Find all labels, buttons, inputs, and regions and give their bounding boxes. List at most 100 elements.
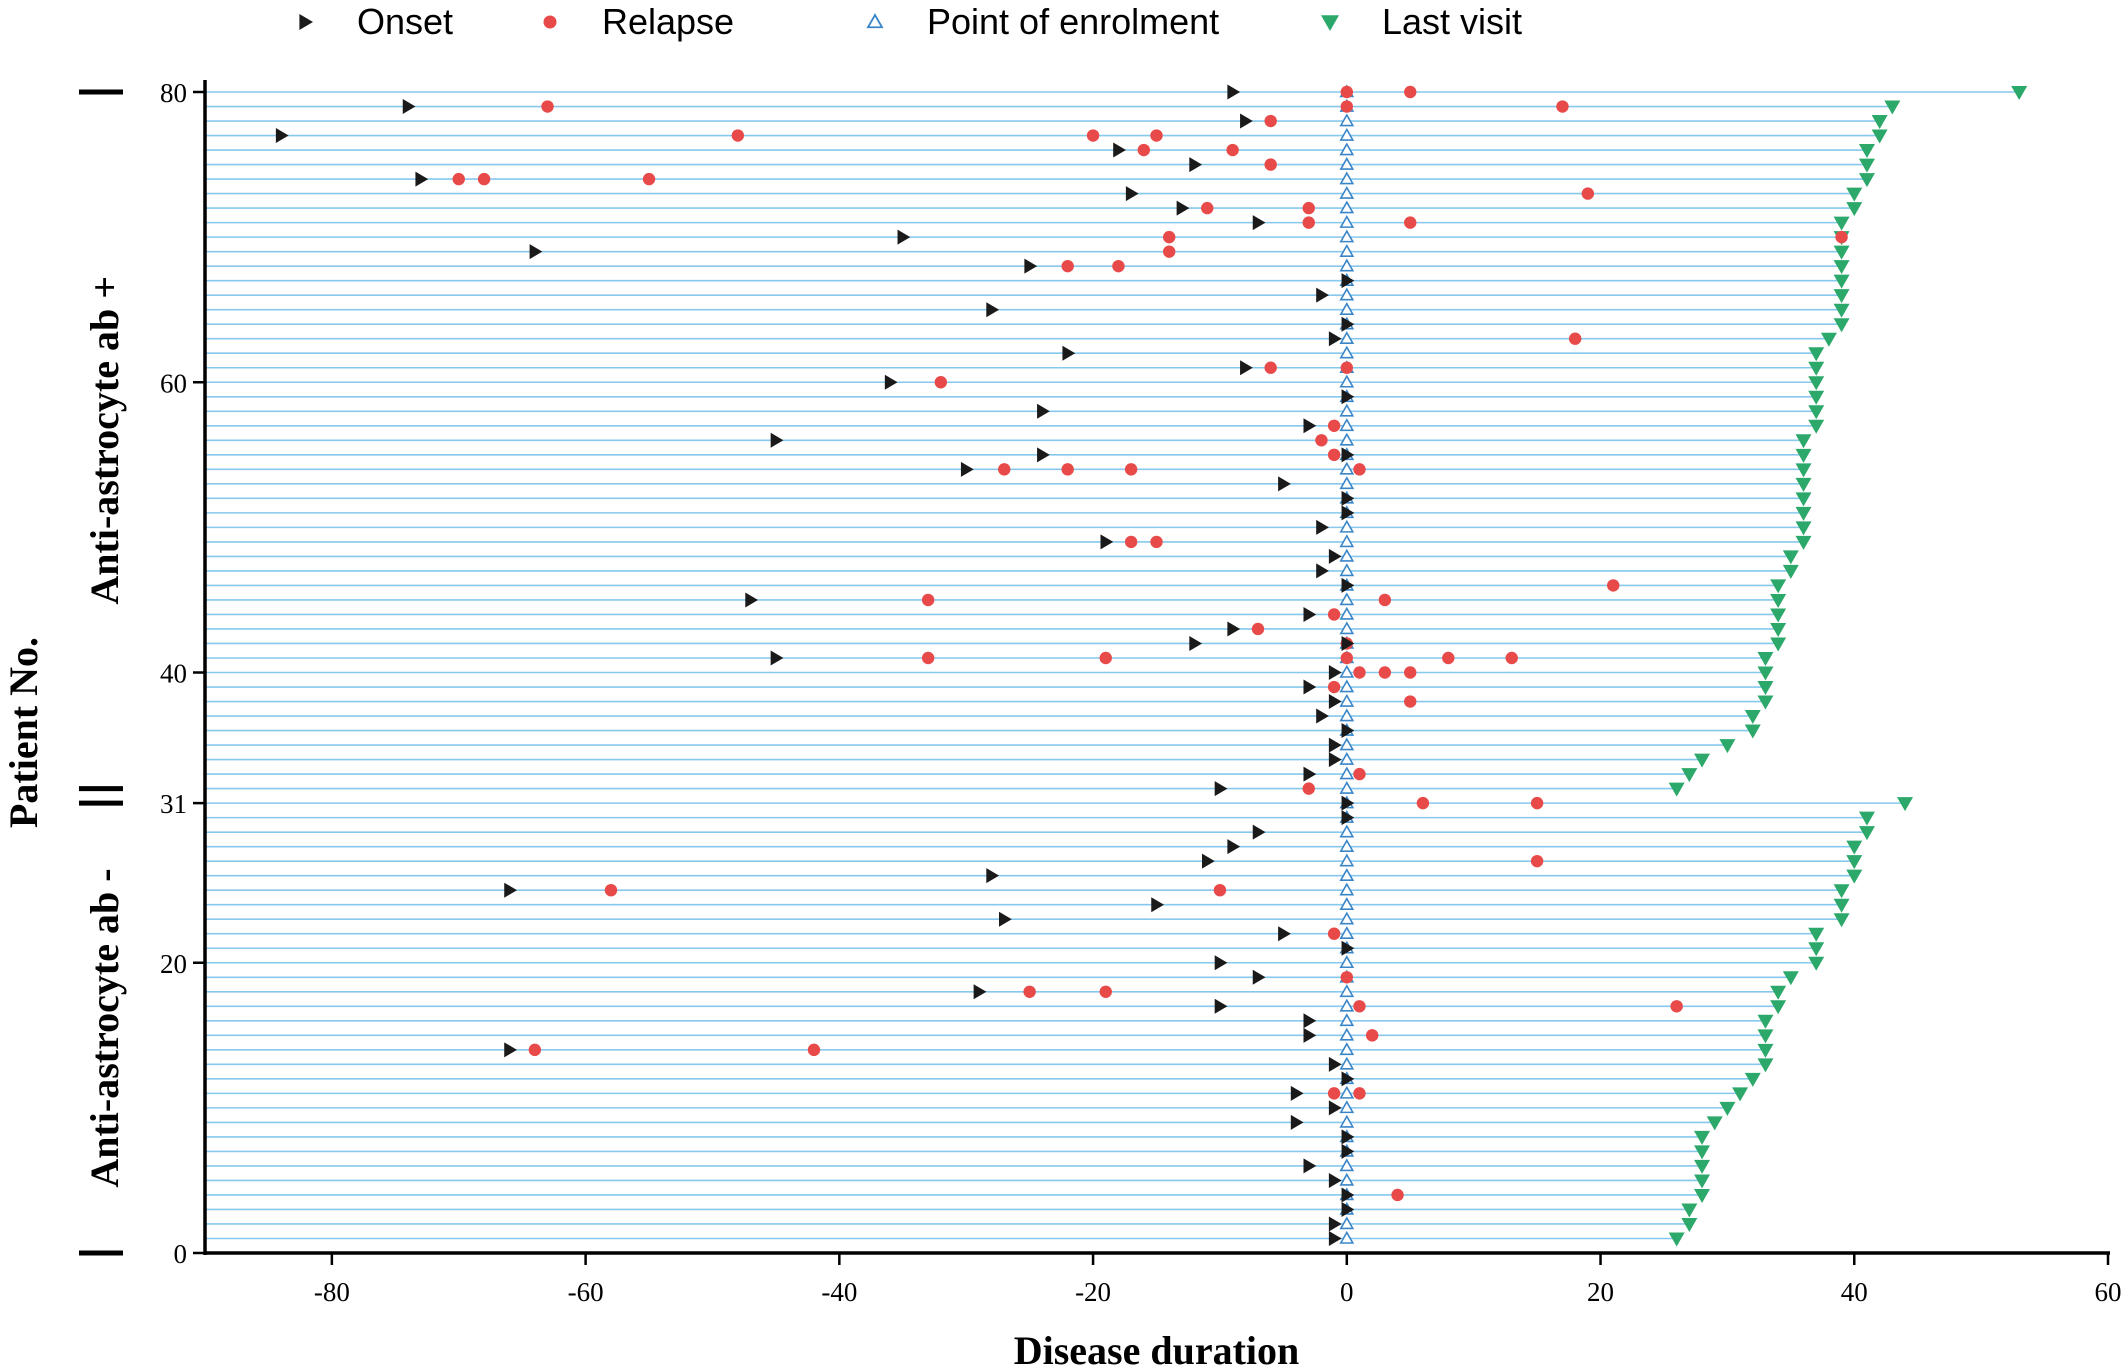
last-visit-point [1833,245,1850,260]
relapse-point [1315,434,1328,447]
onset-point [275,128,289,144]
relapse-point [1378,666,1392,679]
onset-point [1341,810,1355,826]
onset-point [1252,969,1266,985]
relapse-point [921,593,935,607]
onset-point [1341,723,1355,739]
onset-point [1328,694,1342,710]
relapse-point [1327,608,1341,621]
group-label-positive: Anti-astrocyte ab + [82,276,127,605]
enrolment-point [1339,606,1355,620]
onset-point [1328,1056,1342,1072]
last-visit-point [1757,651,1774,666]
relapse-point [731,129,745,142]
relapse-point [1124,535,1138,549]
legend-onset-marker [299,14,313,30]
last-visit-point [1833,260,1850,275]
last-visit-point [1757,1014,1774,1029]
onset-point [1328,665,1342,680]
onset-point [1100,534,1114,550]
relapse-point [1327,680,1341,694]
last-visit-point [1795,535,1812,550]
relapse-point [1568,332,1582,345]
enrolment-point [1339,708,1355,722]
onset-point [1214,781,1228,797]
last-visit-point [1681,768,1698,783]
last-visit-point [1770,579,1787,594]
onset-point [1341,389,1355,405]
enrolment-point [1339,1027,1355,1041]
relapse-point [921,651,935,665]
last-visit-point [1871,115,1888,130]
enrolment-point [1339,432,1355,446]
enrolment-point [1339,331,1355,345]
onset-point [745,592,759,608]
last-visit-point [1846,187,1863,202]
last-visit-point [1833,289,1850,304]
x-tick-label: -40 [821,1277,857,1307]
last-visit-point [1694,1174,1711,1189]
relapse-point [528,1043,542,1057]
onset-point [986,868,1000,884]
onset-point [1341,795,1355,811]
last-visit-point [1795,492,1812,507]
last-visit-point [1858,158,1875,173]
relapse-point [1124,463,1138,476]
relapse-point [1340,85,1354,99]
last-visit-point [1757,1058,1774,1073]
relapse-point [1404,216,1417,229]
last-visit-point [1871,129,1888,144]
relapse-point [998,463,1011,476]
onset-point [1328,1216,1342,1232]
last-visit-point [1770,593,1787,608]
legend-label-relapse: Relapse [602,1,734,42]
last-visit-point [1782,550,1799,565]
relapse-point [1302,782,1315,795]
relapse-point [1099,985,1112,998]
relapse-point [1302,201,1315,215]
last-visit-point [1858,811,1875,826]
onset-point [1113,142,1126,158]
onset-point [1201,853,1215,869]
relapse-point [1340,651,1354,665]
onset-point [1214,955,1228,971]
relapse-point [1327,419,1341,432]
onset-point [1341,505,1355,521]
relapse-point [1061,463,1074,476]
enrolment-point [1339,127,1355,141]
enrolment-point [1339,374,1355,388]
onset-point [960,461,974,477]
y-tick-label: 20 [160,949,187,979]
last-visit-point [1668,1232,1685,1247]
onset-point [1328,1230,1342,1246]
last-visit-point [1897,797,1914,812]
last-visit-point [1757,1043,1774,1058]
relapse-point [1137,143,1151,157]
onset-point [973,984,987,1000]
relapse-point [1327,1087,1341,1100]
relapse-point [1353,1000,1366,1013]
last-visit-point [1833,898,1850,913]
relapse-point [1365,1029,1379,1042]
onset-point [1328,548,1342,564]
last-visit-point [1858,144,1875,159]
onset-point [770,650,784,666]
last-visit-point [1757,666,1774,681]
last-visit-point [1732,1087,1749,1102]
relapse-point [1264,114,1277,128]
last-visit-point [1744,724,1761,739]
last-visit-point [1795,463,1812,478]
onset-point [1062,345,1076,361]
onset-point [529,244,543,260]
enrolment-point [1339,142,1355,156]
last-visit-point [1744,1072,1761,1087]
relapse-point [1404,695,1417,708]
last-visit-point [1833,274,1850,289]
enrolment-point [1339,156,1355,170]
last-visit-point [1770,1000,1787,1015]
last-visit-point [1668,782,1685,797]
relapse-point [1023,985,1036,998]
enrolment-point [1339,926,1355,940]
onset-point [1341,1187,1355,1203]
last-visit-point [1795,506,1812,521]
